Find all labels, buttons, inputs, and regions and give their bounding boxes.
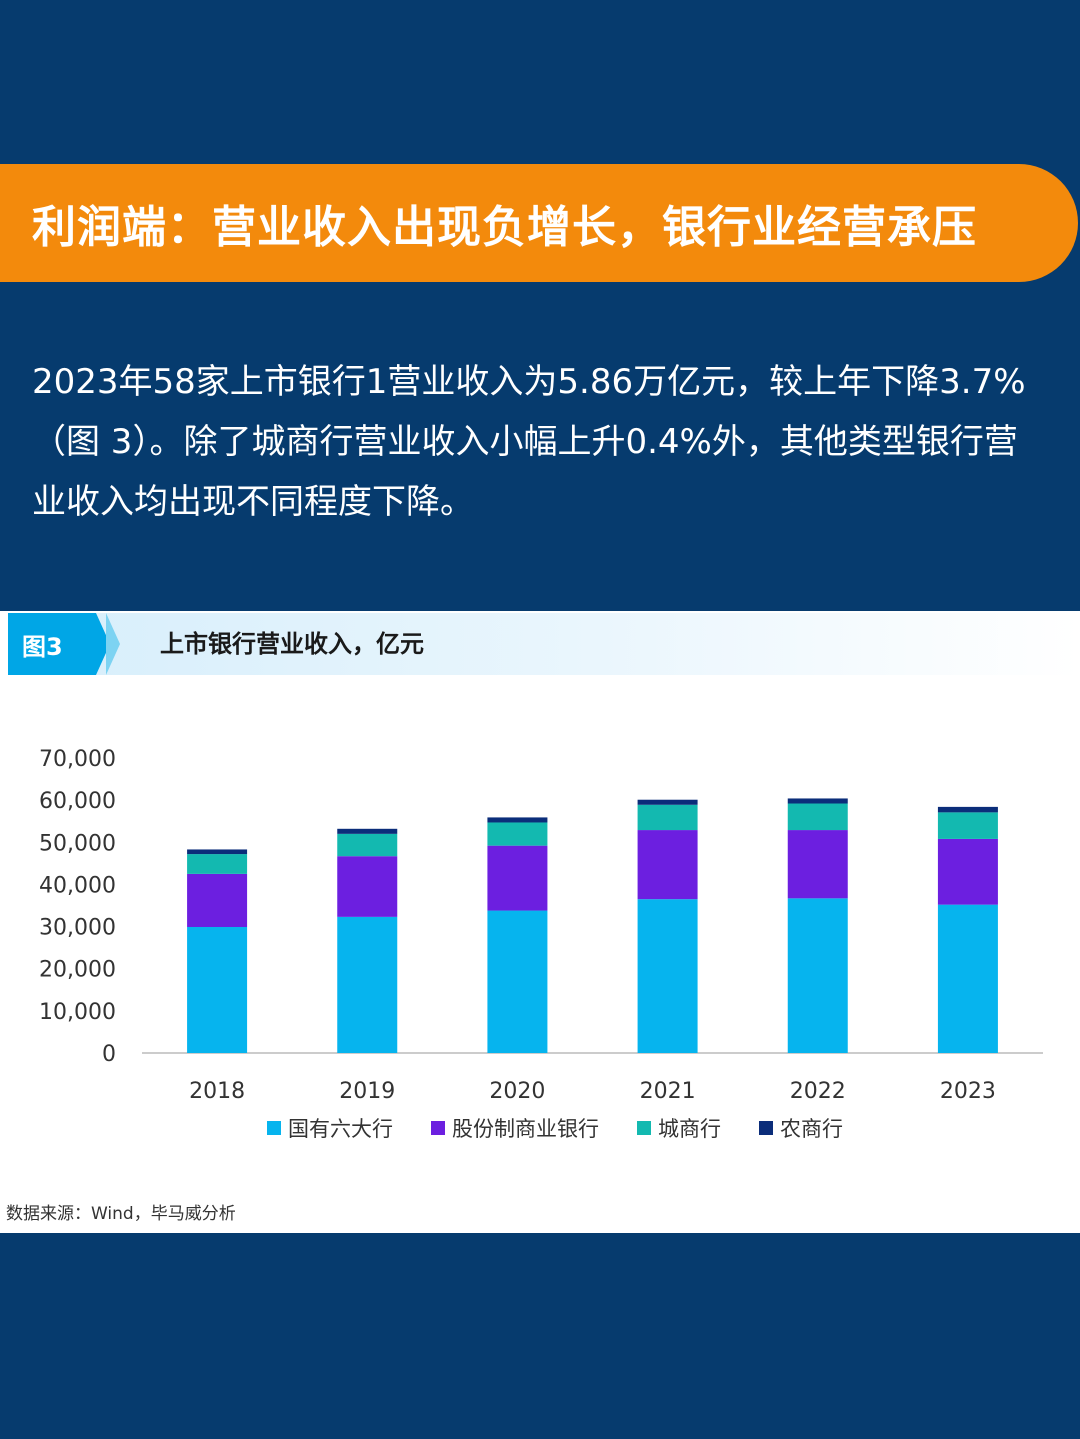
bar-segment [187,926,248,1053]
figure-tag: 图3 [8,613,96,675]
legend-label: 城商行 [658,1117,721,1141]
banner-title: 利润端：营业收入出现负增长，银行业经营承压 [32,202,977,253]
bar-segment [187,873,248,927]
y-tick-label: 30,000 [39,916,116,941]
intro-paragraph: 2023年58家上市银行1营业收入为5.86万亿元，较上年下降3.7%（图 3）… [32,362,1026,522]
x-tick-label: 2018 [189,1079,245,1104]
bar-segment [487,822,548,846]
x-tick-label: 2019 [339,1079,395,1104]
bar-segment [487,817,548,823]
bar-segment [637,804,698,831]
stacked-bar-chart: 0 10,000 20,000 30,000 40,000 50,000 60,000 70,… [39,747,1043,1104]
section-banner: 利润端：营业收入出现负增长，银行业经营承压 [0,164,1078,282]
bar-segment [937,806,998,813]
bar-segment [637,799,698,805]
legend-swatch [431,1121,445,1135]
figure-header: 图3 上市银行营业收入，亿元 [8,613,1080,675]
data-source-note: 数据来源：Wind，毕马威分析 [6,1204,236,1224]
legend-swatch [759,1121,773,1135]
y-tick-label: 10,000 [39,1000,116,1025]
bar-segment [337,833,398,857]
bar-segment [637,899,698,1053]
figure-title: 上市银行营业收入，亿元 [160,630,424,658]
bar-segment [337,856,398,917]
legend-label: 农商行 [780,1117,843,1141]
legend-swatch [637,1121,651,1135]
x-tick-label: 2020 [489,1079,545,1104]
bar-segment [337,828,398,834]
y-tick-label: 40,000 [39,873,116,898]
x-tick-label: 2022 [790,1079,846,1104]
bar-segment [487,845,548,911]
legend-label: 股份制商业银行 [452,1117,599,1141]
bar-segment [637,830,698,900]
bar-segment [337,916,398,1053]
legend-item: 城商行 [637,1113,721,1143]
legend-swatch [267,1121,281,1135]
figure-tag-arrow-light [106,613,120,675]
bar-segment [787,798,848,804]
bar-segment [937,812,998,839]
x-tick-label: 2021 [640,1079,696,1104]
chart-legend: 国有六大行 股份制商业银行 城商行 农商行 [0,1113,1080,1143]
legend-item: 农商行 [759,1113,843,1143]
legend-item: 股份制商业银行 [431,1113,599,1143]
bar-segment [487,910,548,1053]
bar-segment [787,830,848,899]
x-tick-label: 2023 [940,1079,996,1104]
y-tick-label: 60,000 [39,789,116,814]
y-tick-label: 50,000 [39,831,116,856]
bar-segment [937,904,998,1053]
legend-label: 国有六大行 [288,1117,393,1141]
y-tick-label: 0 [102,1042,116,1067]
bar-segment [187,854,248,874]
figure-card: 图3 上市银行营业收入，亿元 0 10,000 20,000 30,000 40,000… [0,611,1080,1233]
y-tick-label: 70,000 [39,747,116,772]
bar-segment [937,838,998,905]
bar-segment [787,898,848,1053]
bar-segment [187,849,248,855]
bar-segment [787,803,848,831]
y-tick-label: 20,000 [39,958,116,983]
legend-item: 国有六大行 [267,1113,393,1143]
